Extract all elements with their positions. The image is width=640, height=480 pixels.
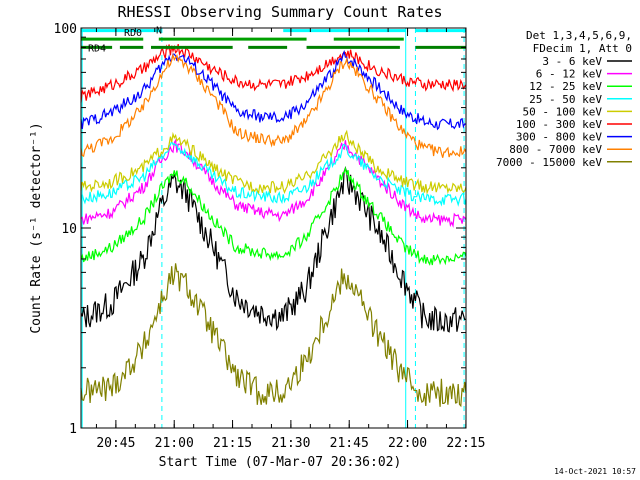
legend-header-line-2: FDecim 1, Att 0 (533, 42, 632, 55)
y-axis-label: Count Rate (s⁻¹ detector⁻¹) (29, 122, 44, 333)
legend-entry-label: 300 - 800 keV (516, 131, 602, 144)
y-tick-label: 10 (61, 222, 77, 237)
legend-entry-label: 12 - 25 keV (529, 80, 602, 93)
x-tick-label: 21:15 (213, 436, 252, 451)
y-tick-label: 100 (54, 22, 77, 37)
x-tick-label: 21:30 (271, 436, 310, 451)
legend-entry-label: 6 - 12 keV (536, 68, 603, 81)
plot-content: N RD0 RD4 (80, 26, 467, 428)
legend-entry-label: 100 - 300 keV (516, 118, 602, 131)
series-line-6-12-keV (80, 138, 467, 228)
x-tick-label: 22:00 (388, 436, 427, 451)
flag-label-rd0: RD0 (124, 28, 142, 39)
legend-entry-label: 50 - 100 keV (523, 105, 603, 118)
series-line-300-800-keV (80, 49, 467, 131)
series-line-50-100-keV (80, 129, 467, 195)
x-tick-label: 20:45 (96, 436, 135, 451)
x-axis-label: Start Time (07-Mar-07 20:36:02) (159, 455, 402, 470)
series-line-100-300-keV (80, 43, 467, 103)
x-tick-label: 22:15 (446, 436, 485, 451)
chart-title: RHESSI Observing Summary Count Rates (117, 3, 442, 21)
flag-label-rd4: RD4 (88, 43, 106, 54)
flag-label-n: N (156, 26, 162, 37)
legend-entry-label: 800 - 7000 keV (509, 143, 602, 156)
legend-entry-label: 25 - 50 keV (529, 93, 602, 106)
legend-header-line-1: Det 1,3,4,5,6,9, (526, 29, 632, 42)
series-line-800-7000-keV (80, 52, 467, 158)
legend: Det 1,3,4,5,6,9, FDecim 1, Att 0 3 - 6 k… (496, 29, 632, 169)
generated-timestamp: 14-Oct-2021 10:57 (554, 467, 636, 476)
x-tick-label: 21:00 (155, 436, 194, 451)
series-line-12-25-keV (80, 166, 467, 266)
series-line-3-6-keV (80, 166, 467, 333)
series-line-25-50-keV (80, 139, 467, 207)
y-tick-label: 1 (69, 422, 77, 437)
axis-ticks: 20:45 21:00 21:15 21:30 21:45 22:00 22:15 1 10 10… (54, 22, 486, 451)
x-tick-label: 21:45 (330, 436, 369, 451)
legend-entry-label: 3 - 6 keV (542, 55, 602, 68)
series-line-7000-15000-keV (80, 263, 467, 408)
legend-entry-label: 7000 - 15000 keV (496, 156, 602, 169)
